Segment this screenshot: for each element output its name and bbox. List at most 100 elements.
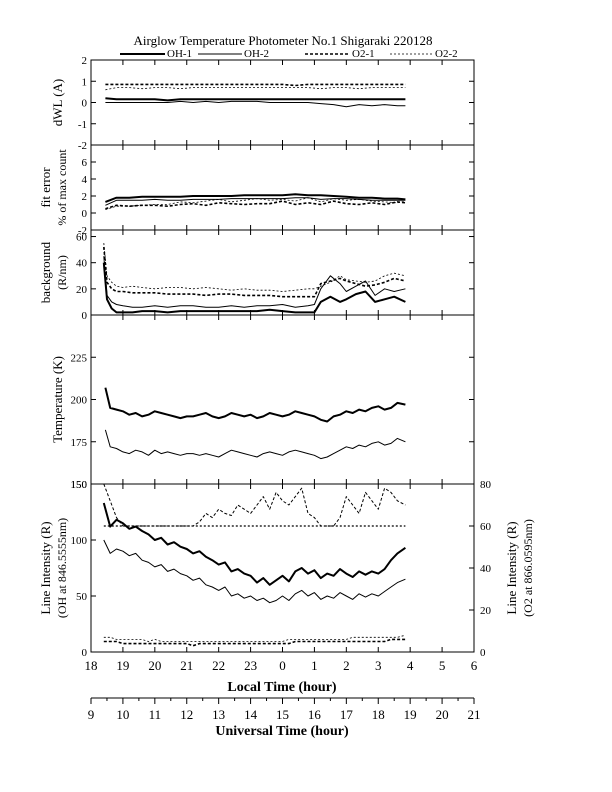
- ytick-right-label-li-2: 40: [480, 563, 492, 575]
- series-dwl-oh-2: [105, 100, 406, 108]
- panel-frame-temp: [90, 314, 475, 485]
- series-li-o2-1-temp: [103, 483, 406, 527]
- ytick-label-temp-3: 150: [71, 479, 88, 491]
- panel-bg: 60 40 20 0 background (R/nm): [38, 229, 475, 322]
- universal-time-axis-label: Universal Time (hour): [215, 724, 349, 739]
- ylabel-right2-li: (O2 at 866.0595nm): [521, 519, 535, 617]
- series-li-o2-1: [103, 638, 406, 647]
- legend: OH-1 OH-2 O2-1 O2-2: [120, 48, 458, 60]
- series-fit-oh-1: [105, 193, 406, 203]
- ylabel-fit: fit error: [38, 167, 53, 208]
- ut-tick-label-4: 13: [212, 707, 225, 722]
- local-tick-label-2: 20: [148, 658, 161, 673]
- panel-dwl: 2 1 0 -1 -2 dWL (A): [50, 55, 475, 152]
- ylabel-dwl: dWL (A): [50, 79, 65, 127]
- ylabel-li: Line Intensity (R): [38, 521, 53, 614]
- local-tick-label-3: 21: [180, 658, 193, 673]
- ut-tick-label-9: 18: [372, 707, 385, 722]
- ytick-label-bg-3: 0: [82, 310, 88, 322]
- ut-tick-label-2: 11: [149, 707, 162, 722]
- ytick-label-fit-4: -2: [78, 225, 87, 237]
- local-tick-label-7: 1: [311, 658, 318, 673]
- panel-fit: 6 4 2 0 -2 fit error% of max count: [38, 144, 475, 237]
- local-tick-label-11: 5: [439, 658, 446, 673]
- ytick-label-li-2: 50: [76, 591, 88, 603]
- ytick-right-label-li-3: 20: [480, 605, 492, 617]
- local-tick-label-8: 2: [343, 658, 350, 673]
- series-dwl-o2-2: [105, 87, 406, 91]
- legend-label-o2-2: O2-2: [435, 48, 458, 60]
- ylabel-bg: background: [38, 241, 53, 303]
- local-tick-label-0: 18: [85, 658, 98, 673]
- universal-time-axis: 9 10 11 12 13 14 15 16 17 18 19 20 21: [88, 697, 481, 722]
- series-dwl-oh-1: [105, 97, 406, 102]
- ytick-label-temp-0: 225: [71, 352, 88, 364]
- ytick-label-bg-1: 40: [76, 258, 88, 270]
- ut-tick-label-12: 21: [468, 707, 481, 722]
- series-bg-oh-1: [102, 262, 406, 314]
- ylabel2-li: (OH at 846.5555nm): [55, 518, 69, 618]
- series-fit-o2-1: [105, 200, 406, 210]
- ut-tick-label-11: 20: [436, 707, 449, 722]
- ytick-label-temp-2: 175: [71, 437, 88, 449]
- ylabel-temp: Temperature (K): [50, 356, 65, 443]
- ylabel2-fit: % of max count: [55, 149, 69, 226]
- ut-tick-label-7: 16: [308, 707, 322, 722]
- series-li-oh-1: [102, 502, 406, 586]
- ytick-label-temp-1: 200: [71, 395, 88, 407]
- ytick-right-label-li-0: 80: [480, 479, 492, 491]
- ytick-label-li-3: 0: [82, 647, 88, 659]
- panel-frame-fit: [90, 144, 475, 231]
- local-tick-label-5: 23: [244, 658, 257, 673]
- ytick-label-dwl-0: 2: [82, 55, 88, 67]
- ytick-right-label-li-4: 0: [480, 647, 486, 659]
- local-tick-label-9: 3: [375, 658, 382, 673]
- local-tick-label-10: 4: [407, 658, 414, 673]
- ut-tick-label-1: 10: [116, 707, 129, 722]
- local-tick-label-4: 22: [212, 658, 225, 673]
- ytick-label-bg-0: 60: [76, 232, 88, 244]
- series-dwl-o2-1: [105, 83, 406, 87]
- ytick-right-label-li-1: 60: [480, 521, 492, 533]
- series-li-o2-2: [103, 634, 406, 642]
- local-tick-label-12: 6: [471, 658, 478, 673]
- ytick-label-fit-3: 0: [82, 208, 88, 220]
- ytick-label-dwl-1: 1: [82, 76, 88, 88]
- series-bg-oh-2: [103, 256, 406, 308]
- ut-tick-label-5: 14: [244, 707, 258, 722]
- ytick-label-fit-1: 4: [82, 174, 88, 186]
- ytick-label-dwl-2: 0: [82, 98, 88, 110]
- series-li-oh-2: [103, 539, 406, 604]
- series-bg-o2-2: [103, 243, 406, 292]
- series-fit-o2-2: [105, 197, 406, 210]
- panel-frame-bg: [90, 229, 475, 316]
- legend-label-o2-1: O2-1: [352, 48, 375, 60]
- ytick-label-dwl-3: -1: [78, 119, 87, 131]
- series-bg-o2-1: [103, 246, 406, 298]
- figure-title: Airglow Temperature Photometer No.1 Shig…: [134, 33, 433, 48]
- local-time-axis-label: Local Time (hour): [227, 680, 336, 695]
- local-tick-label-6: 0: [279, 658, 286, 673]
- ut-tick-label-10: 19: [404, 707, 417, 722]
- ytick-label-dwl-4: -2: [78, 140, 87, 152]
- local-tick-label-1: 19: [116, 658, 129, 673]
- ut-tick-label-6: 15: [276, 707, 289, 722]
- ut-tick-label-0: 9: [88, 707, 95, 722]
- ytick-label-bg-2: 20: [76, 284, 88, 296]
- ytick-label-li-0: 150: [71, 479, 88, 491]
- panel-frame-li: [90, 483, 475, 653]
- ytick-label-li-1: 100: [71, 535, 88, 547]
- series-temp-oh-1: [104, 387, 406, 423]
- ut-tick-label-8: 17: [340, 707, 354, 722]
- ytick-label-fit-2: 2: [82, 191, 88, 203]
- series-temp-oh-2: [104, 429, 406, 460]
- ylabel2-bg: (R/nm): [55, 255, 69, 290]
- legend-label-oh-1: OH-1: [167, 48, 192, 60]
- ylabel-right-li: Line Intensity (R): [504, 521, 519, 614]
- legend-label-oh-2: OH-2: [244, 48, 269, 60]
- panel-temp: 225 200 175 150 Temperature (K): [50, 314, 475, 491]
- ut-tick-label-3: 12: [180, 707, 193, 722]
